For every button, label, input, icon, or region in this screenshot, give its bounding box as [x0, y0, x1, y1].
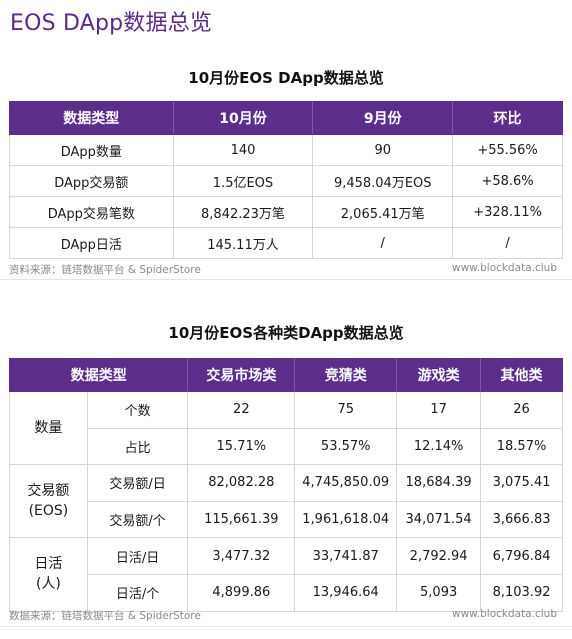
table-row: 交易额/个 115,661.39 1,961,618.04 34,071.54 …	[10, 500, 563, 539]
divider	[0, 279, 572, 280]
row-label: 交易额/个	[86, 500, 189, 539]
table-row: DApp交易笔数 8,842.23万笔 2,065.41万笔 +328.11%	[9, 196, 563, 228]
table-cell: 33,741.87	[294, 537, 398, 575]
table-header-row: 数据类型 10月份 9月份 环比	[9, 101, 563, 135]
source-note: 资料来源：链塔数据平台 & SpiderStore	[9, 264, 201, 276]
table2-title: 10月份EOS各种类DApp数据总览	[168, 324, 404, 342]
table-cell: 5,093	[396, 573, 482, 612]
source-site: www.blockdata.club	[452, 262, 557, 274]
table-row: 日活/个 4,899.86 13,946.64 5,093 8,103.92	[10, 573, 563, 612]
row-label: DApp交易笔数	[9, 196, 174, 228]
row-label: 个数	[86, 391, 189, 429]
table-cell: 18.57%	[480, 427, 563, 466]
table-cell: 140	[172, 134, 314, 166]
table-cell: 3,477.32	[187, 537, 296, 575]
table-cell: 18,684.39	[396, 464, 482, 502]
table-cell: 1,961,618.04	[294, 500, 398, 539]
table-row: 交易额 (EOS) 交易额/日 82,082.28 4,745,850.09 1…	[9, 464, 563, 539]
column-header: 竞猜类	[294, 358, 398, 392]
column-header: 数据类型	[8, 358, 189, 392]
dapp-overview-table: 数据类型 10月份 9月份 环比 DApp数量 140 90 +55.56% D…	[9, 101, 563, 259]
group-unit: (人)	[35, 576, 61, 593]
table-row: 日活 (人) 日活/日 3,477.32 33,741.87 2,792.94 …	[9, 537, 563, 612]
table-cell: 4,745,850.09	[294, 464, 398, 502]
table-row: DApp交易额 1.5亿EOS 9,458.04万EOS +58.6%	[9, 165, 563, 197]
dapp-category-table: 数据类型 交易市场类 竞猜类 游戏类 其他类 数量 个数 22 75 17 26…	[8, 358, 563, 612]
row-label: 交易额/日	[86, 464, 189, 502]
column-header: 数据类型	[9, 101, 174, 135]
group-label: 交易额 (EOS)	[9, 464, 88, 539]
group-name: 数量	[34, 420, 63, 437]
table-cell: +55.56%	[452, 134, 563, 166]
group-label: 日活 (人)	[9, 537, 88, 612]
table-cell: /	[312, 227, 454, 259]
table-cell: +58.6%	[452, 165, 563, 197]
table1-title: 10月份EOS DApp数据总览	[188, 69, 384, 87]
row-label: 占比	[86, 427, 189, 466]
row-label: DApp日活	[9, 227, 174, 259]
table-cell: 1.5亿EOS	[172, 165, 314, 197]
group-label: 数量	[9, 390, 88, 466]
table-cell: 2,792.94	[396, 537, 482, 575]
column-header: 游戏类	[396, 358, 482, 392]
table-row: 占比 15.71% 53.57% 12.14% 18.57%	[10, 427, 563, 466]
table-cell: 82,082.28	[187, 464, 296, 502]
column-header: 环比	[452, 101, 563, 135]
table-row: DApp数量 140 90 +55.56%	[9, 134, 563, 166]
row-label: DApp交易额	[9, 165, 174, 197]
column-header: 交易市场类	[187, 358, 296, 392]
column-header: 其他类	[480, 358, 563, 392]
divider	[0, 626, 572, 627]
table-cell: 115,661.39	[187, 500, 296, 539]
source-site: www.blockdata.club	[452, 608, 557, 620]
table-cell: 17	[396, 391, 482, 429]
table-cell: /	[452, 227, 563, 259]
table-cell: 4,899.86	[187, 573, 296, 612]
table-cell: 2,065.41万笔	[312, 196, 454, 228]
row-label: 日活/日	[86, 537, 189, 575]
group-name: 日活	[34, 556, 63, 573]
table-cell: 12.14%	[396, 427, 482, 466]
table-cell: 8,103.92	[480, 573, 563, 612]
page-title: EOS DApp数据总览	[10, 11, 213, 36]
table-cell: 9,458.04万EOS	[312, 165, 454, 197]
column-header: 9月份	[312, 101, 454, 135]
group-name: 交易额	[27, 483, 70, 500]
table-cell: 6,796.84	[480, 537, 563, 575]
table-header-row: 数据类型 交易市场类 竞猜类 游戏类 其他类	[8, 358, 563, 392]
row-label: 日活/个	[86, 573, 189, 612]
table-cell: 53.57%	[294, 427, 398, 466]
group-unit: (EOS)	[28, 503, 69, 520]
table-cell: 34,071.54	[396, 500, 482, 539]
table-cell: 3,075.41	[480, 464, 563, 502]
column-header: 10月份	[172, 101, 314, 135]
table-row: DApp日活 145.11万人 / /	[9, 227, 563, 259]
table-cell: 22	[187, 391, 296, 429]
table-cell: 145.11万人	[172, 227, 314, 259]
table-cell: 26	[480, 391, 563, 429]
table-cell: 75	[294, 391, 398, 429]
table-cell: 3,666.83	[480, 500, 563, 539]
table-cell: 15.71%	[187, 427, 296, 466]
table-cell: +328.11%	[452, 196, 563, 228]
source-note: 数据来源：链塔数据平台 & SpiderStore	[9, 610, 201, 622]
table-cell: 8,842.23万笔	[172, 196, 314, 228]
table-cell: 13,946.64	[294, 573, 398, 612]
table-row: 数量 个数 22 75 17 26	[9, 390, 563, 466]
row-label: DApp数量	[9, 134, 174, 166]
table-cell: 90	[312, 134, 454, 166]
